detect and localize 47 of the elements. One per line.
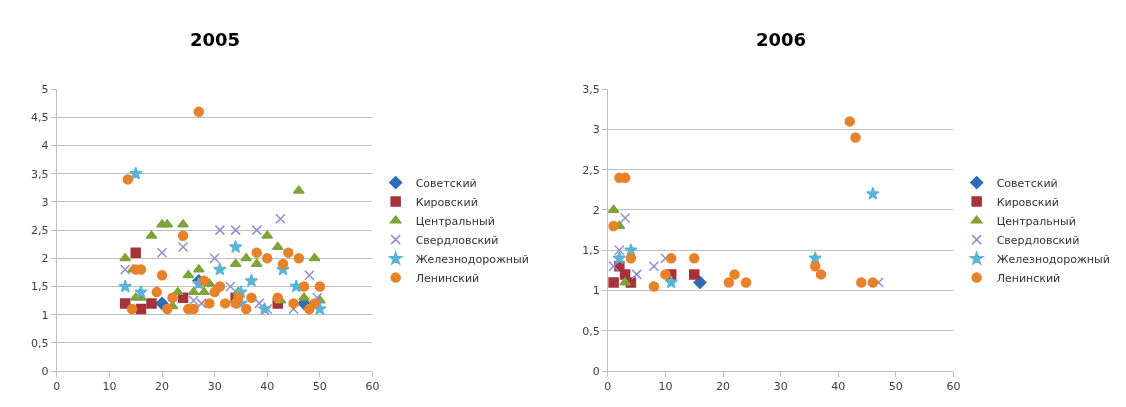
x-tick-label: 0 — [53, 380, 61, 394]
legend-label: Кировский — [996, 195, 1059, 209]
y-tick-label: 1,5 — [582, 244, 600, 258]
y-tick-label: 0,5 — [582, 324, 600, 338]
y-tick-label: 4,5 — [31, 111, 49, 125]
chart-title: 2006 — [756, 29, 807, 50]
legend-label: Свердловский — [996, 233, 1080, 247]
y-tick-label: 3,5 — [31, 167, 49, 181]
x-tick-label: 30 — [773, 380, 788, 394]
y-tick-label: 3,5 — [582, 83, 600, 97]
legend-label: Центральный — [415, 214, 495, 228]
x-tick-label: 10 — [658, 380, 673, 394]
y-tick-label: 2,5 — [31, 223, 49, 237]
y-tick-label: 0 — [41, 364, 49, 378]
x-tick-label: 50 — [888, 380, 903, 394]
legend-label: Центральный — [996, 214, 1076, 228]
x-tick-label: 20 — [716, 380, 731, 394]
y-tick-label: 4 — [41, 139, 49, 153]
y-tick-label: 2,5 — [582, 163, 600, 177]
y-tick-label: 1,5 — [31, 280, 49, 294]
y-tick-label: 5 — [41, 83, 49, 97]
y-tick-label: 0,5 — [31, 336, 49, 350]
legend-label: Железнодорожный — [996, 252, 1110, 266]
legend-label: Кировский — [415, 195, 478, 209]
x-tick-label: 40 — [260, 380, 275, 394]
legend-label: Советский — [415, 176, 477, 190]
y-tick-label: 0 — [592, 364, 600, 378]
legend-label: Ленинский — [415, 271, 480, 285]
y-tick-label: 2 — [592, 203, 600, 217]
legend-label: Свердловский — [415, 233, 499, 247]
y-tick-label: 3 — [592, 123, 600, 137]
x-tick-label: 60 — [365, 380, 380, 394]
y-tick-label: 2 — [41, 252, 49, 266]
legend-label: Советский — [996, 176, 1058, 190]
x-tick-label: 20 — [155, 380, 170, 394]
y-tick-label: 3 — [41, 195, 49, 209]
y-tick-label: 1 — [592, 284, 600, 298]
x-tick-label: 50 — [312, 380, 327, 394]
x-tick-label: 30 — [207, 380, 222, 394]
x-tick-label: 10 — [102, 380, 117, 394]
legend-label: Железнодорожный — [415, 252, 529, 266]
x-tick-label: 40 — [831, 380, 846, 394]
chart-title: 2005 — [190, 29, 241, 50]
y-tick-label: 1 — [41, 308, 49, 322]
x-tick-label: 60 — [946, 380, 961, 394]
x-tick-label: 0 — [604, 380, 612, 394]
legend-label: Ленинский — [996, 271, 1061, 285]
